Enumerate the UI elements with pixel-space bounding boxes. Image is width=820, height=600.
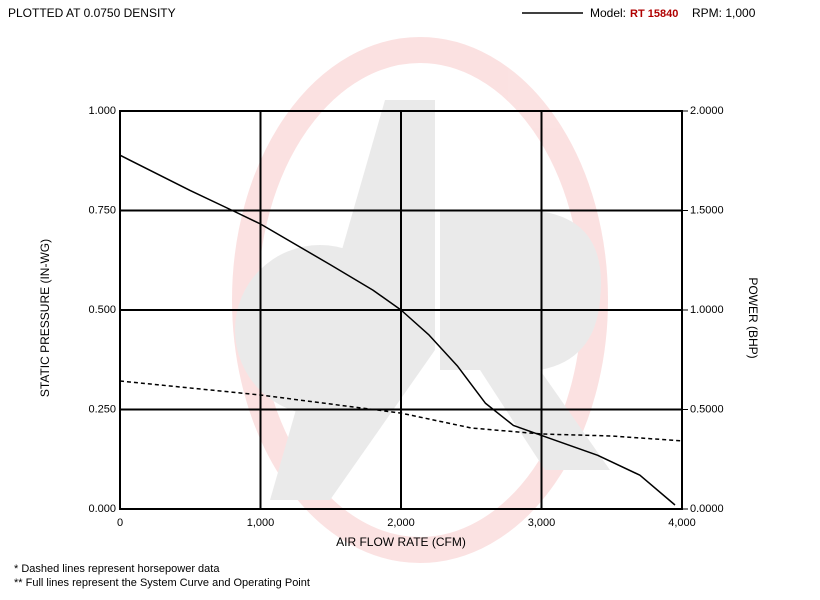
legend-model: RT 15840 <box>630 8 678 20</box>
y-axis-label: STATIC PRESSURE (IN-WG) <box>38 239 52 397</box>
y2-tick-label: 0.0000 <box>690 503 724 515</box>
pressure-curve <box>119 154 676 506</box>
y-tick-label: 0.250 <box>88 403 116 415</box>
legend-rpm: RPM: 1,000 <box>692 6 756 20</box>
power-curve <box>119 380 683 442</box>
y2-axis-label: POWER (BHP) <box>746 277 760 358</box>
footnote: ** Full lines represent the System Curve… <box>14 577 310 589</box>
footnote: * Dashed lines represent horsepower data <box>14 563 220 575</box>
x-tick-label: 4,000 <box>668 517 696 529</box>
y-tick-label: 0.750 <box>88 204 116 216</box>
x-tick-label: 2,000 <box>387 517 415 529</box>
x-tick-label: 1,000 <box>247 517 275 529</box>
x-axis-label: AIR FLOW RATE (CFM) <box>336 535 466 549</box>
y-tick-label: 1.000 <box>88 105 116 117</box>
y-tick-label: 0.000 <box>88 503 116 515</box>
y-tick-label: 0.500 <box>88 304 116 316</box>
legend-model-label: Model: <box>590 6 626 20</box>
y2-tick-label: 0.5000 <box>690 403 724 415</box>
watermark-logo <box>232 37 610 563</box>
x-tick-label: 0 <box>117 517 123 529</box>
y2-tick-label: 2.0000 <box>690 105 724 117</box>
y2-tick-label: 1.5000 <box>690 204 724 216</box>
density-note: PLOTTED AT 0.0750 DENSITY <box>8 6 176 20</box>
x-tick-label: 3,000 <box>528 517 556 529</box>
y2-tick-label: 1.0000 <box>690 304 724 316</box>
